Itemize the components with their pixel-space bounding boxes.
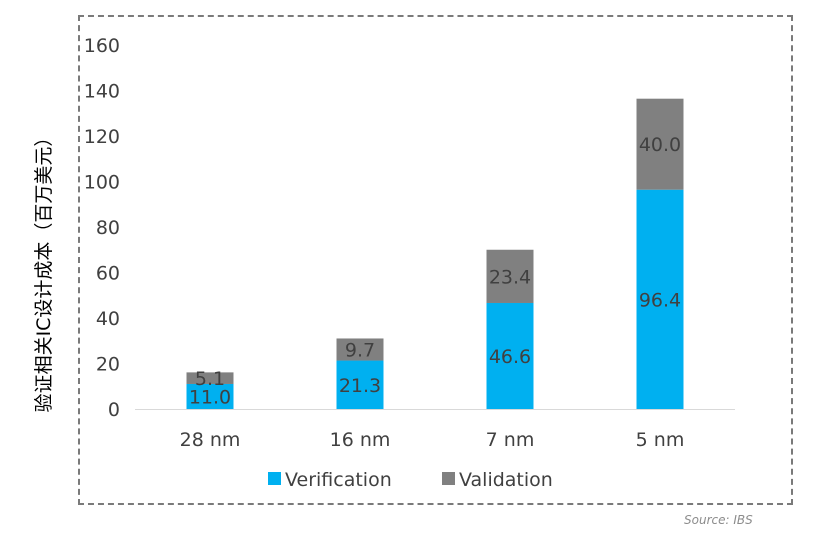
bar-validation-5nm	[636, 98, 684, 190]
data-label: 21.3	[339, 375, 381, 397]
bar-validation-7nm	[486, 249, 534, 303]
y-tick-label: 100	[84, 172, 120, 194]
data-label: 46.6	[489, 346, 531, 368]
legend-swatch-validation	[442, 472, 455, 485]
bar-verification-5nm	[636, 189, 684, 409]
x-tick-labels: 28 nm 16 nm 7 nm 5 nm	[180, 429, 685, 451]
y-tick-label: 140	[84, 81, 120, 103]
bar-verification-7nm	[486, 302, 534, 409]
bar-verification-28nm	[186, 383, 234, 409]
bar-validation-16nm	[336, 338, 384, 361]
y-axis-label: 验证相关IC设计成本（百万美元）	[33, 128, 55, 413]
y-tick-label: 60	[96, 263, 120, 285]
source-note: Source: IBS	[684, 513, 753, 527]
y-tick-label: 120	[84, 126, 120, 148]
legend-label-validation: Validation	[459, 469, 553, 491]
y-tick-label: 80	[96, 217, 120, 239]
bar-verification-16nm	[336, 360, 384, 409]
bars: 11.05.1 21.3 9.7 46.6 23.4 96.4 40.0	[186, 98, 684, 409]
y-tick-label: 160	[84, 35, 120, 57]
y-tick-labels: 0 20 40 60 80 100 120 140 160	[84, 35, 120, 421]
data-label: 96.4	[639, 289, 681, 311]
y-tick-label: 40	[96, 308, 120, 330]
y-axis-label-group: 验证相关IC设计成本（百万美元）	[33, 128, 55, 413]
legend-swatch-verification	[268, 472, 281, 485]
x-tick-label: 7 nm	[486, 429, 535, 451]
x-tick-label: 28 nm	[180, 429, 241, 451]
data-label: 40.0	[639, 134, 681, 156]
bar-validation-28nm	[186, 372, 234, 384]
data-label: 11.0	[189, 386, 231, 408]
legend-label-verification: Verification	[285, 469, 392, 491]
data-label: 23.4	[489, 266, 531, 288]
data-label: 9.7	[345, 340, 375, 362]
y-tick-label: 20	[96, 354, 120, 376]
legend: Verification Validation	[268, 469, 553, 491]
x-tick-label: 5 nm	[636, 429, 685, 451]
y-tick-label: 0	[108, 399, 120, 421]
x-tick-label: 16 nm	[330, 429, 391, 451]
data-label: 5.1	[195, 368, 225, 390]
chart-frame	[78, 15, 793, 505]
